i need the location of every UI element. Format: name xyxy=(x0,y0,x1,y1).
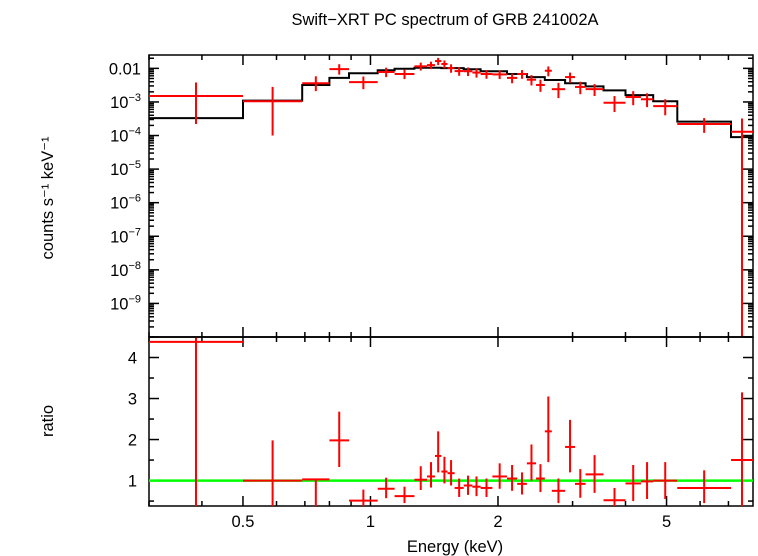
spectrum-y-tick-label: 10−9 xyxy=(110,293,141,313)
ratio-point xyxy=(526,444,537,481)
spectrum-y-tick-label: 10−4 xyxy=(110,126,141,146)
spectrum-y-tick-label: 10−7 xyxy=(110,226,141,246)
x-tick-label: 0.5 xyxy=(232,513,255,531)
ratio-y-tick-label: 1 xyxy=(128,473,137,491)
ratio-point xyxy=(242,440,303,506)
data-point xyxy=(731,118,753,337)
spectrum-y-tick-label: 10−8 xyxy=(110,260,141,280)
ratio-point xyxy=(329,411,350,468)
ratio-point xyxy=(394,486,415,504)
ratio-point xyxy=(625,464,641,502)
ratio-point xyxy=(414,466,428,491)
ratio-point xyxy=(517,472,527,495)
data-point xyxy=(441,60,448,69)
x-tick-label: 1 xyxy=(366,513,375,531)
data-point xyxy=(526,75,537,86)
x-tick-label: 2 xyxy=(493,513,502,531)
ratio-y-tick-label: 2 xyxy=(128,432,137,450)
spectrum-y-tick-label: 10−6 xyxy=(110,193,141,213)
data-point xyxy=(302,76,330,92)
data-point xyxy=(480,70,493,79)
data-point xyxy=(242,86,303,136)
data-point xyxy=(447,64,455,73)
model-line xyxy=(149,66,753,139)
spectrum-y-tick-label: 0.01 xyxy=(109,60,141,78)
ratio-y-axis-label: ratio xyxy=(39,405,57,437)
data-point xyxy=(640,93,654,108)
x-tick-label: 5 xyxy=(662,513,671,531)
data-point xyxy=(565,72,576,83)
spectrum-y-axis-label: counts s⁻¹ keV⁻¹ xyxy=(39,136,57,259)
data-point xyxy=(349,76,378,90)
data-point xyxy=(603,96,626,113)
ratio-point xyxy=(454,478,464,497)
ratio-point xyxy=(506,464,518,491)
data-point xyxy=(625,91,641,106)
chart-title: Swift−XRT PC spectrum of GRB 241002A xyxy=(291,11,598,29)
data-point xyxy=(677,118,732,133)
ratio-point xyxy=(480,478,493,497)
data-point xyxy=(653,99,678,116)
x-axis-label: Energy (keV) xyxy=(407,538,503,556)
ratio-y-tick-label: 3 xyxy=(128,391,137,409)
data-point xyxy=(551,82,566,99)
data-point xyxy=(463,67,473,77)
ratio-point xyxy=(349,489,378,506)
ratio-point xyxy=(536,464,545,493)
ratio-point xyxy=(377,477,395,499)
data-point xyxy=(472,68,481,78)
ratio-point xyxy=(427,462,435,488)
ratio-point xyxy=(640,462,654,500)
ratio-point xyxy=(653,462,678,500)
data-point xyxy=(434,57,442,66)
data-point xyxy=(544,66,552,77)
ratio-point xyxy=(575,469,586,498)
spectrum-y-tick-label: 10−5 xyxy=(110,159,141,179)
ratio-point xyxy=(551,478,566,504)
ratio-point xyxy=(434,431,442,473)
data-point xyxy=(394,69,415,80)
ratio-point xyxy=(447,460,455,486)
ratio-point xyxy=(302,478,330,506)
ratio-point xyxy=(603,487,626,506)
data-point xyxy=(329,64,350,75)
data-point xyxy=(536,79,545,92)
ratio-point xyxy=(565,419,576,473)
ratio-point xyxy=(585,455,604,493)
data-point xyxy=(427,61,435,70)
data-point xyxy=(454,67,464,76)
ratio-point xyxy=(149,337,243,506)
spectrum-panel: 0.01 10−3 10−4 10−5 10−6 10−7 10−8 10−9 xyxy=(109,54,754,338)
ratio-point xyxy=(731,392,753,506)
ratio-point xyxy=(677,470,732,504)
data-point xyxy=(585,84,604,97)
ratio-panel: 1 2 3 4 0.5 1 2 5 xyxy=(128,336,754,531)
data-point xyxy=(414,62,428,71)
ratio-point xyxy=(544,396,552,463)
data-point xyxy=(575,81,586,95)
ratio-point xyxy=(441,456,448,484)
data-point xyxy=(377,67,395,78)
ratio-point xyxy=(492,463,507,489)
data-point xyxy=(506,73,518,84)
ratio-y-tick-label: 4 xyxy=(128,350,137,368)
ratio-point xyxy=(472,476,481,497)
spectrum-y-tick-label: 10−3 xyxy=(110,92,141,112)
ratio-point xyxy=(463,475,473,495)
data-point xyxy=(149,82,243,125)
data-point xyxy=(517,70,527,79)
data-point xyxy=(492,70,507,80)
